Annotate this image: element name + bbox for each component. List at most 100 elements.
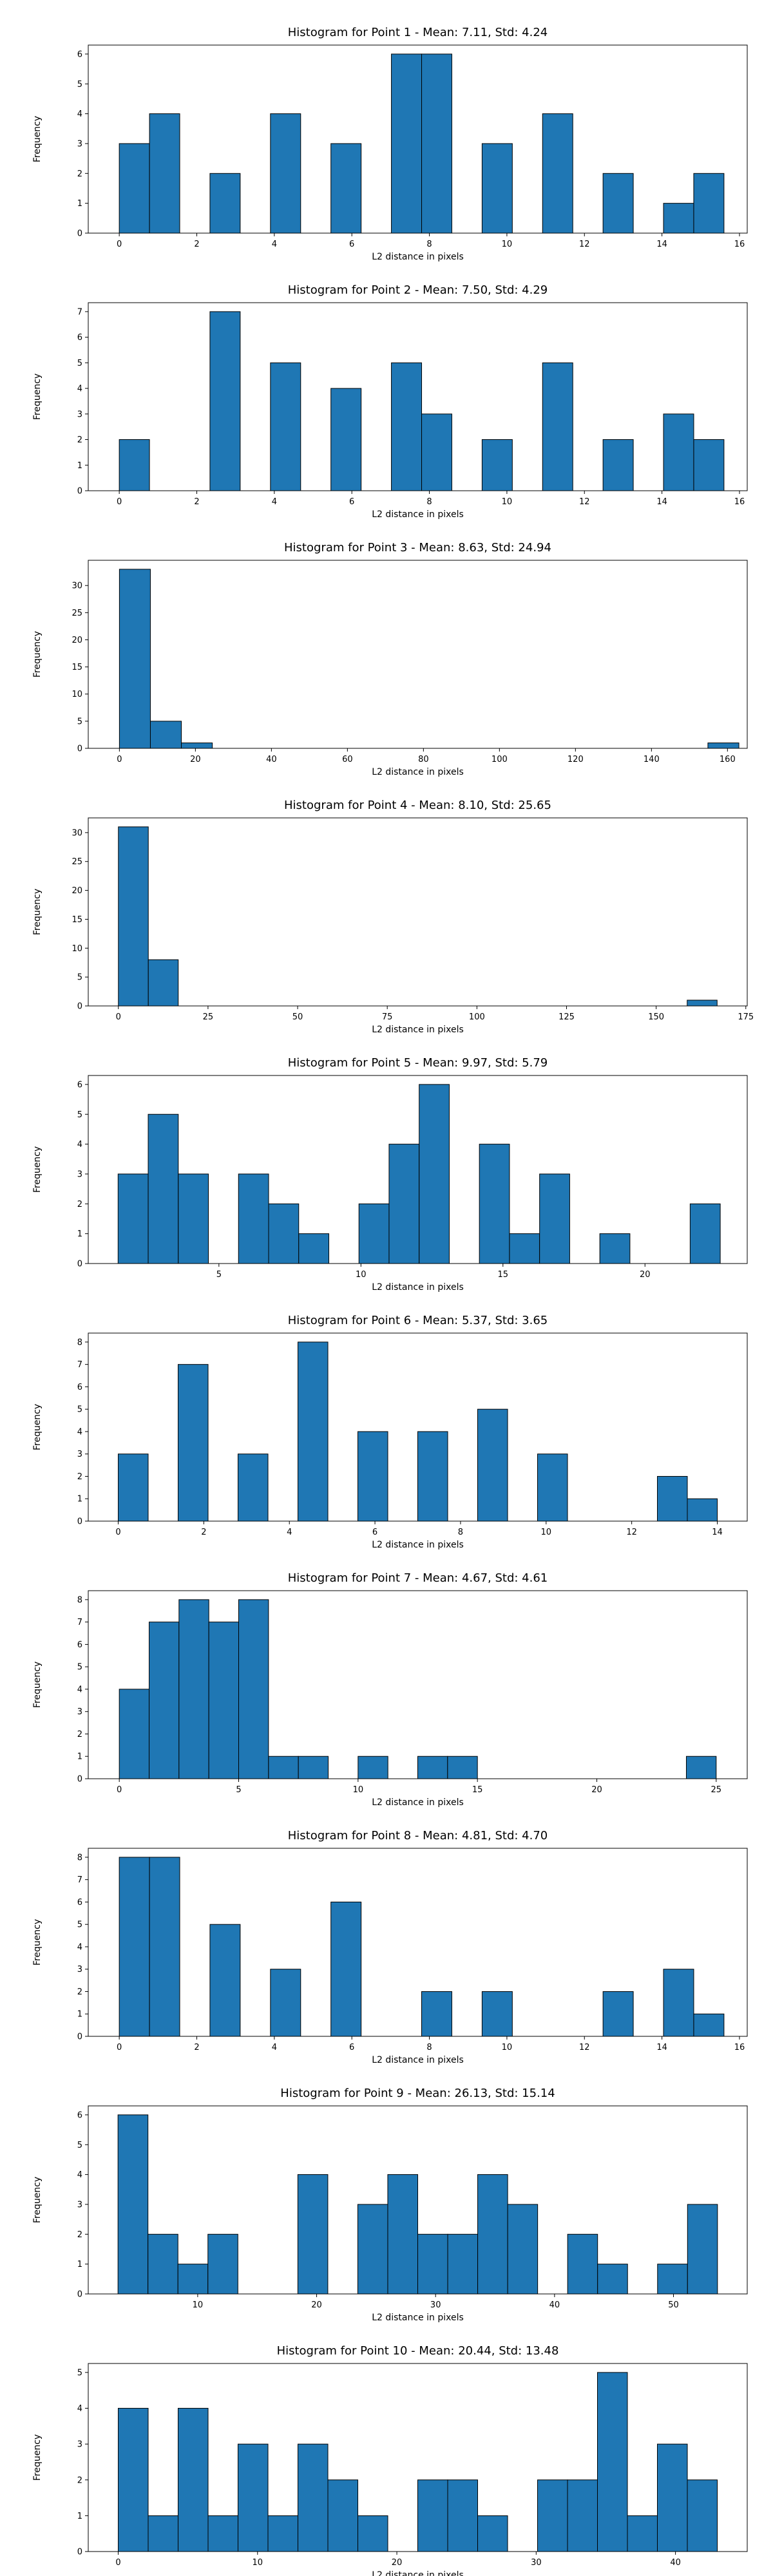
- x-tick-label: 16: [734, 497, 745, 507]
- histogram-bar: [181, 743, 213, 749]
- y-tick-label: 30: [72, 828, 82, 838]
- x-tick-label: 8: [458, 1528, 463, 1537]
- x-tick-label: 30: [430, 2300, 441, 2310]
- x-tick-label: 40: [549, 2300, 560, 2310]
- histogram-bar: [421, 413, 452, 491]
- x-tick-label: 8: [426, 2043, 432, 2052]
- histogram-bar: [447, 2479, 478, 2552]
- x-tick-label: 60: [342, 755, 353, 764]
- histogram-panel-7: Histogram for Point 7 - Mean: 4.67, Std:…: [32, 1571, 748, 1808]
- plot-frame: [88, 302, 748, 491]
- y-tick-label: 7: [77, 1360, 82, 1370]
- histogram-bar: [687, 2479, 718, 2552]
- y-tick-label: 0: [77, 1775, 82, 1785]
- y-tick-label: 1: [77, 1229, 82, 1239]
- histogram-bar: [267, 2515, 298, 2552]
- histogram-bar: [481, 439, 513, 491]
- histogram-bar: [209, 173, 241, 234]
- x-tick-label: 4: [272, 497, 277, 507]
- y-tick-label: 0: [77, 487, 82, 497]
- x-tick-label: 12: [579, 240, 590, 249]
- x-tick-label: 10: [353, 1785, 364, 1795]
- histogram-bar: [358, 1203, 390, 1264]
- histogram-bar: [509, 1233, 540, 1264]
- x-tick-label: 12: [579, 497, 590, 507]
- x-tick-label: 80: [418, 755, 429, 764]
- x-tick-label: 100: [491, 755, 508, 764]
- x-tick-label: 6: [349, 2043, 354, 2052]
- x-tick-label: 10: [541, 1528, 552, 1537]
- y-tick-label: 0: [77, 2290, 82, 2300]
- x-tick-label: 6: [349, 497, 354, 507]
- y-tick-label: 3: [77, 1707, 82, 1717]
- x-tick-label: 0: [117, 497, 122, 507]
- histogram-bar: [479, 1144, 510, 1264]
- x-tick-label: 4: [272, 240, 277, 249]
- y-tick-label: 4: [77, 109, 82, 119]
- y-axis-label: Frequency: [32, 631, 43, 677]
- y-axis-label: Frequency: [32, 1404, 43, 1450]
- histogram-bar: [417, 1756, 448, 1779]
- x-tick-label: 0: [115, 1528, 120, 1537]
- y-tick-label: 20: [72, 886, 82, 896]
- histogram-bar: [330, 388, 362, 491]
- histogram-bar: [209, 311, 241, 491]
- y-tick-label: 5: [77, 1110, 82, 1120]
- histogram-bar: [387, 2174, 419, 2295]
- y-tick-label: 0: [77, 1517, 82, 1527]
- histogram-bar: [477, 2174, 508, 2295]
- x-tick-label: 8: [426, 497, 432, 507]
- x-tick-label: 14: [656, 240, 667, 249]
- histogram-bar: [119, 569, 151, 749]
- x-axis-label: L2 distance in pixels: [372, 2313, 464, 2323]
- histogram-bar: [391, 362, 423, 491]
- histogram-panel-1: Histogram for Point 1 - Mean: 7.11, Std:…: [32, 26, 748, 262]
- plot-frame: [88, 2105, 748, 2295]
- x-tick-label: 0: [117, 240, 122, 249]
- histogram-bar: [507, 2204, 539, 2295]
- plot-frame: [88, 1590, 748, 1779]
- histogram-panel-6: Histogram for Point 6 - Mean: 5.37, Std:…: [32, 1314, 748, 1550]
- histogram-bar: [481, 1991, 513, 2037]
- y-tick-label: 5: [77, 80, 82, 90]
- x-tick-label: 12: [579, 2043, 590, 2052]
- x-tick-label: 20: [640, 1270, 651, 1280]
- y-tick-label: 2: [77, 169, 82, 179]
- histogram-bar: [178, 1599, 209, 1779]
- y-axis-label: Frequency: [32, 116, 43, 162]
- y-tick-label: 5: [77, 1405, 82, 1415]
- x-tick-label: 12: [626, 1528, 637, 1537]
- histogram-bar: [417, 1431, 448, 1522]
- y-tick-label: 5: [77, 359, 82, 368]
- y-tick-label: 6: [77, 1383, 82, 1392]
- y-tick-label: 6: [77, 2110, 82, 2120]
- y-axis-label: Frequency: [32, 1662, 43, 1708]
- histogram-bar: [537, 1454, 568, 1522]
- y-tick-label: 3: [77, 1450, 82, 1459]
- y-tick-label: 2: [77, 435, 82, 445]
- plot-frame: [88, 2363, 748, 2552]
- y-tick-label: 4: [77, 2170, 82, 2180]
- histogram-bar: [419, 1084, 450, 1264]
- y-tick-label: 0: [77, 744, 82, 754]
- y-tick-label: 1: [77, 2260, 82, 2269]
- x-tick-label: 14: [656, 2043, 667, 2052]
- y-tick-label: 0: [77, 1002, 82, 1012]
- x-axis-label: L2 distance in pixels: [372, 509, 464, 520]
- histogram-bar: [477, 1408, 508, 1522]
- histogram-bar: [537, 2479, 568, 2552]
- chart-title: Histogram for Point 8 - Mean: 4.81, Std:…: [288, 1829, 548, 1842]
- y-axis-label: Frequency: [32, 889, 43, 935]
- x-tick-label: 8: [426, 240, 432, 249]
- histogram-bar: [687, 1498, 718, 1522]
- histogram-bar: [119, 143, 150, 234]
- x-tick-label: 75: [382, 1012, 393, 1022]
- y-tick-label: 3: [77, 410, 82, 419]
- y-tick-label: 2: [77, 1200, 82, 1209]
- y-tick-label: 8: [77, 1595, 82, 1605]
- histogram-bar: [707, 743, 740, 749]
- y-tick-label: 3: [77, 139, 82, 149]
- histogram-bar: [542, 362, 573, 491]
- histogram-bar: [149, 113, 180, 234]
- histogram-bar: [297, 2174, 329, 2295]
